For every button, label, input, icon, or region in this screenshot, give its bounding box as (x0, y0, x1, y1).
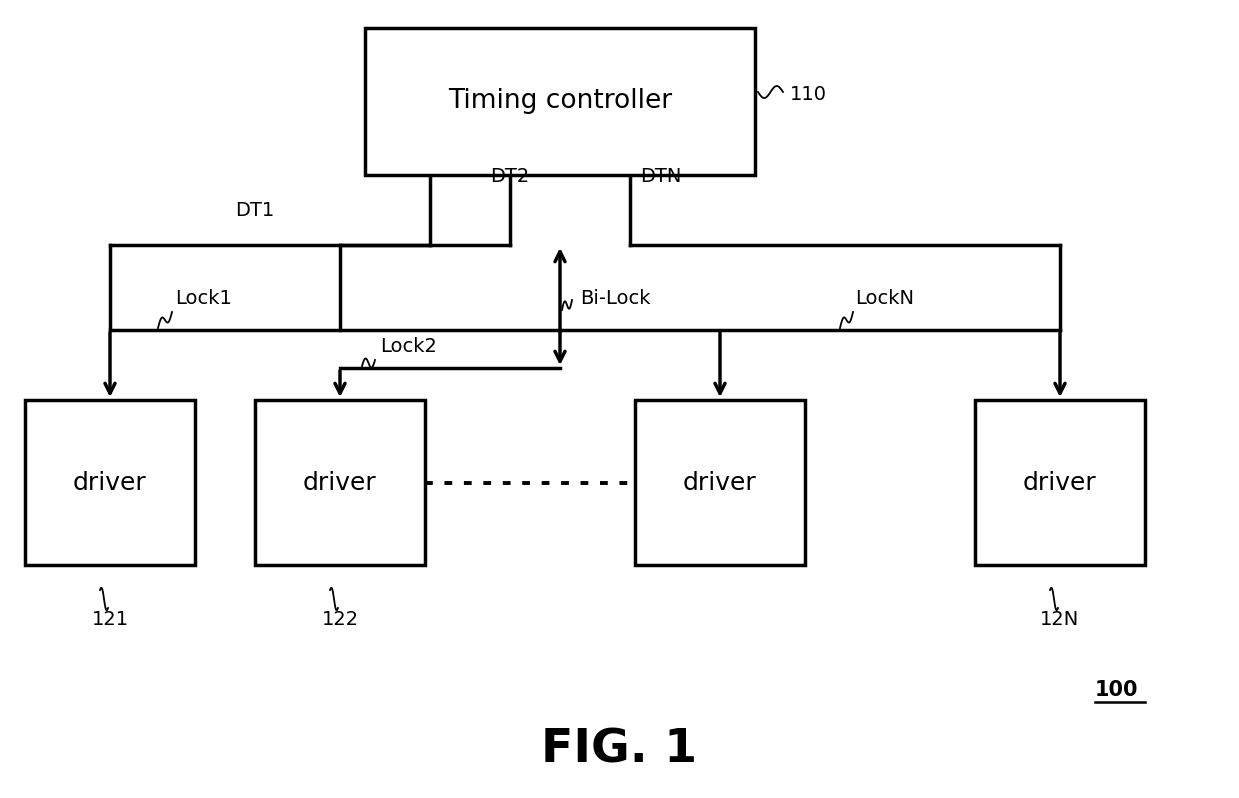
Text: 121: 121 (92, 610, 129, 629)
Text: 110: 110 (790, 85, 826, 105)
Bar (25, 400, 195, 565)
Text: DT1: DT1 (235, 201, 275, 220)
Text: FIG. 1: FIG. 1 (541, 728, 698, 772)
Text: Lock1: Lock1 (175, 289, 232, 308)
Text: LockN: LockN (855, 289, 914, 308)
Text: Timing controller: Timing controller (449, 89, 672, 114)
Text: 122: 122 (321, 610, 358, 629)
Bar (636, 400, 805, 565)
Bar (366, 28, 755, 175)
Text: Bi-Lock: Bi-Lock (580, 289, 650, 307)
Text: DT2: DT2 (489, 167, 529, 186)
Text: 12N: 12N (1041, 610, 1079, 629)
Text: 100: 100 (1095, 680, 1139, 700)
Text: driver: driver (73, 471, 147, 495)
Text: DTN: DTN (641, 167, 681, 186)
Text: driver: driver (683, 471, 757, 495)
Text: Lock2: Lock2 (380, 337, 437, 356)
Text: driver: driver (1023, 471, 1097, 495)
Bar (255, 400, 425, 565)
Bar (975, 400, 1145, 565)
Text: driver: driver (304, 471, 377, 495)
